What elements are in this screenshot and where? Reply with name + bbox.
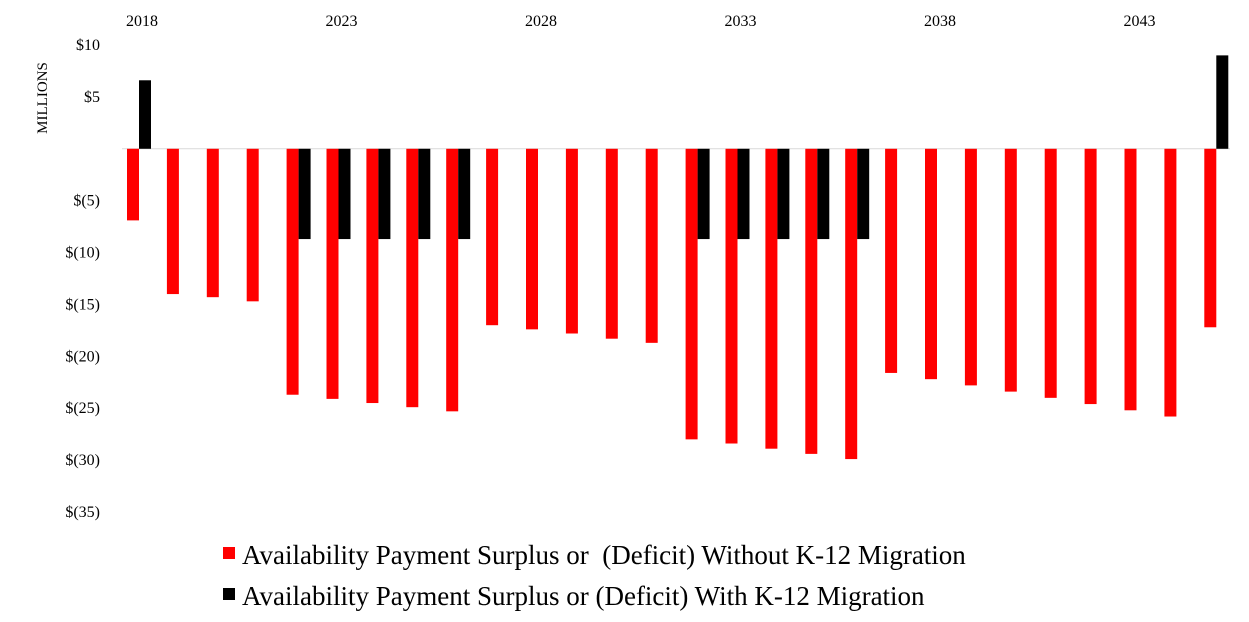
y-tick-label: $(20) — [65, 348, 100, 365]
bar-without-migration — [685, 148, 698, 440]
bar-without-migration — [1004, 148, 1017, 392]
y-tick-label: $(25) — [65, 400, 100, 417]
x-tick-label: 2023 — [326, 13, 358, 30]
y-tick-label: $(10) — [65, 245, 100, 262]
legend: Availability Payment Surplus or (Deficit… — [223, 540, 966, 611]
y-axis-title: MILLIONS — [35, 62, 51, 134]
bar-without-migration — [406, 148, 419, 408]
legend-label: Availability Payment Surplus or (Deficit… — [242, 540, 966, 570]
bar-with-migration — [139, 80, 151, 149]
bar-without-migration — [286, 148, 299, 395]
bar-without-migration — [765, 148, 778, 449]
bar-with-migration — [418, 148, 431, 240]
bar-with-migration — [338, 148, 351, 240]
bar-without-migration — [166, 148, 179, 295]
legend-swatch — [223, 547, 235, 559]
bar-without-migration — [127, 148, 139, 221]
bar-with-migration — [857, 148, 870, 240]
y-tick-label: $(5) — [73, 193, 100, 210]
bar-without-migration — [1124, 148, 1137, 411]
bar-with-migration — [458, 148, 471, 240]
bar-with-migration — [817, 148, 830, 240]
x-tick-label: 2018 — [126, 13, 158, 30]
legend-label: Availability Payment Surplus or (Deficit… — [242, 581, 925, 611]
bar-without-migration — [326, 148, 339, 399]
bar-without-migration — [486, 148, 499, 326]
y-tick-label: $5 — [84, 89, 100, 106]
x-tick-label: 2038 — [924, 13, 956, 30]
y-tick-label: $(35) — [65, 504, 100, 521]
bar-without-migration — [1164, 148, 1177, 417]
bar-without-migration — [725, 148, 738, 444]
bar-without-migration — [925, 148, 937, 380]
bar-with-migration — [378, 148, 391, 240]
bar-without-migration — [964, 148, 977, 386]
y-tick-label: $(15) — [65, 296, 100, 313]
bar-without-migration — [526, 148, 538, 330]
bar-with-migration — [777, 148, 790, 240]
bar-without-migration — [805, 148, 818, 454]
bar-with-migration — [737, 148, 750, 240]
bar-with-migration — [1216, 55, 1229, 149]
y-tick-label: $(30) — [65, 452, 100, 469]
x-tick-label: 2043 — [1124, 13, 1156, 30]
legend-swatch — [223, 588, 235, 600]
bars — [127, 55, 1229, 460]
x-tick-label: 2028 — [525, 13, 557, 30]
bar-without-migration — [1084, 148, 1097, 405]
bar-without-migration — [605, 148, 618, 339]
bar-with-migration — [697, 148, 710, 240]
bar-without-migration — [845, 148, 858, 460]
bar-without-migration — [885, 148, 898, 373]
bar-without-migration — [1044, 148, 1057, 398]
bar-without-migration — [565, 148, 578, 334]
bar-without-migration — [645, 148, 658, 343]
bar-without-migration — [206, 148, 219, 298]
bar-without-migration — [246, 148, 259, 302]
x-tick-label: 2033 — [725, 13, 757, 30]
bar-without-migration — [446, 148, 459, 412]
y-axis-ticks: $10 $5 $(5) $(10) $(15) $(20) $(25) $(30) $(35) — [65, 37, 100, 521]
bar-without-migration — [1204, 148, 1217, 328]
x-axis-ticks: 2018 2023 2028 2033 2038 2043 — [126, 13, 1156, 30]
y-tick-label: $10 — [76, 37, 100, 54]
bar-without-migration — [366, 148, 379, 404]
bar-with-migration — [298, 148, 311, 240]
